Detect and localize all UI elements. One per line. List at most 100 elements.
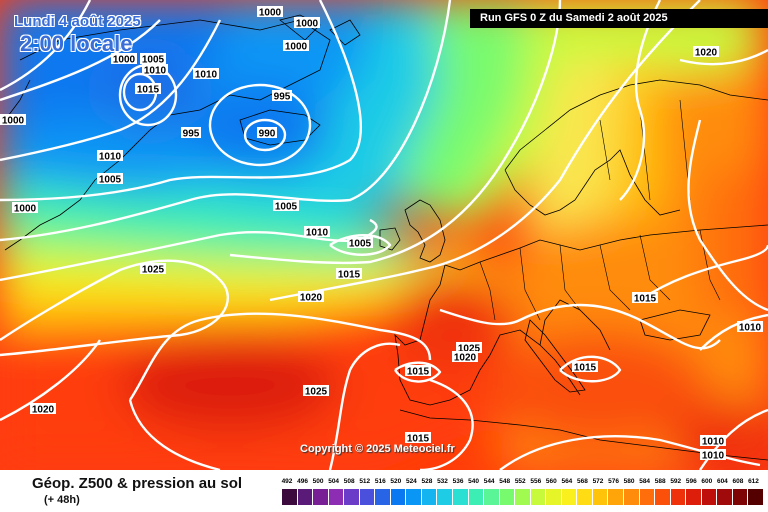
isobar-label-bg (700, 435, 726, 446)
scale-tick-label: 512 (359, 478, 371, 485)
scale-swatch (313, 489, 329, 505)
scale-tick-label: 544 (483, 478, 495, 485)
scale-tick-label: 516 (374, 478, 386, 485)
isobar-label-bg (135, 83, 161, 94)
scale-tick-label: 580 (623, 478, 635, 485)
forecast-time: 2:00 locale (20, 31, 133, 56)
isobar-label-bg (273, 200, 299, 211)
scale-swatch (577, 489, 593, 505)
scale-tick-label: 520 (390, 478, 402, 485)
scale-swatch (608, 489, 625, 505)
scale-tick-label: 524 (405, 478, 417, 485)
scale-tick-label: 584 (639, 478, 651, 485)
isobar-label: 1000 (259, 8, 282, 19)
scale-swatch (359, 489, 376, 505)
isobar-label-bg (298, 291, 324, 302)
isobars (0, 0, 768, 470)
scale-swatch (421, 489, 438, 505)
isobar-label: 1010 (144, 66, 167, 77)
scale-tick-label: 576 (608, 478, 619, 485)
isobar-label: 1010 (739, 323, 762, 334)
isobar-label-bg (405, 365, 431, 376)
geopotential-field (0, 0, 768, 470)
scale-tick-label: 548 (499, 478, 511, 485)
scale-swatch (499, 489, 516, 505)
isobar-label-bg (336, 268, 362, 279)
isobar-label-bg (405, 432, 431, 443)
scale-swatch (561, 489, 578, 505)
isobar-label: 1005 (99, 175, 122, 186)
isobar-label: 1010 (702, 437, 725, 448)
scale-tick-label: 528 (421, 478, 433, 485)
isobar-label: 1025 (305, 387, 328, 398)
isobar-label-bg (0, 114, 26, 125)
scale-swatch (701, 489, 718, 505)
isobar-label-bg (140, 53, 166, 64)
isobar-label: 1015 (407, 367, 430, 378)
isobar-label: 1015 (574, 363, 597, 374)
isobar-label: 1005 (349, 239, 372, 250)
scale-swatch (624, 489, 640, 505)
isobar-label-bg (693, 46, 719, 57)
scale-swatch (437, 489, 454, 505)
isobar-label: 995 (274, 92, 291, 103)
isobar-label-bg (294, 17, 320, 28)
isobar-label-bg (347, 237, 373, 248)
isobar-label: 1015 (407, 434, 430, 445)
scale-swatch (670, 489, 687, 505)
scale-tick-label: 592 (670, 478, 682, 485)
scale-tick-label: 540 (468, 478, 480, 485)
isobar-label-bg (700, 449, 726, 460)
isobar-label-bg (193, 68, 219, 79)
isobar-label: 1000 (285, 42, 308, 53)
scale-tick-label: 596 (685, 478, 697, 485)
scale-swatch (344, 489, 360, 505)
scale-swatch (328, 489, 345, 505)
isobar-label: 1015 (338, 270, 361, 281)
scale-tick-label: 604 (716, 478, 728, 485)
legend-footer: Géop. Z500 & pression au sol (+ 48h) 492… (0, 470, 768, 512)
isobar-label: 1010 (99, 152, 122, 163)
scale-swatch (546, 489, 562, 505)
isobar-label: 1015 (137, 85, 160, 96)
isobar-label: 1025 (458, 344, 481, 355)
isobar-label: 1000 (296, 19, 319, 30)
isobar-label-bg (257, 6, 283, 17)
isobar-label-bg (304, 226, 330, 237)
scale-tick-label: 612 (748, 478, 759, 485)
isobar-label-bg (452, 351, 478, 362)
model-run-label: Run GFS 0 Z du Samedi 2 août 2025 (470, 9, 768, 28)
isobar-label: 1020 (454, 353, 477, 364)
isobar-label-bg (181, 127, 201, 138)
isobar-label-bg (272, 90, 292, 101)
scale-tick-label: 532 (437, 478, 448, 485)
isobar-label: 1025 (142, 265, 165, 276)
isobar-label: 995 (183, 129, 200, 140)
scale-tick-label: 568 (577, 478, 588, 485)
scale-swatch (375, 489, 391, 505)
scale-swatch (655, 489, 671, 505)
isobar-label-bg (303, 385, 329, 396)
scale-swatch (484, 489, 500, 505)
isobar-label-bg (140, 263, 166, 274)
isobar-label-bg (632, 292, 658, 303)
coastlines (4, 14, 768, 461)
isobar-label-bg (12, 202, 38, 213)
scale-tick-label: 508 (343, 478, 355, 485)
isobar-label: 1020 (32, 405, 55, 416)
scale-tick-label: 504 (328, 478, 340, 485)
isobar-label-bg (111, 53, 137, 64)
copyright-notice: Copyright © 2025 Meteociel.fr (300, 443, 455, 455)
isobar-label-bg (737, 321, 763, 332)
forecast-date: Lundi 4 août 2025 (14, 13, 141, 30)
scale-swatch (592, 489, 609, 505)
isobar-label: 1000 (14, 204, 37, 215)
scale-swatch (530, 489, 547, 505)
scale-swatch (297, 489, 314, 505)
isobar-label-bg (283, 40, 309, 51)
scale-tick-label: 552 (514, 478, 526, 485)
weather-map: 1000 1000 1000 1000 1005 1010 1015 1010 995 995 99… (0, 0, 768, 470)
scale-tick-label: 608 (732, 478, 744, 485)
